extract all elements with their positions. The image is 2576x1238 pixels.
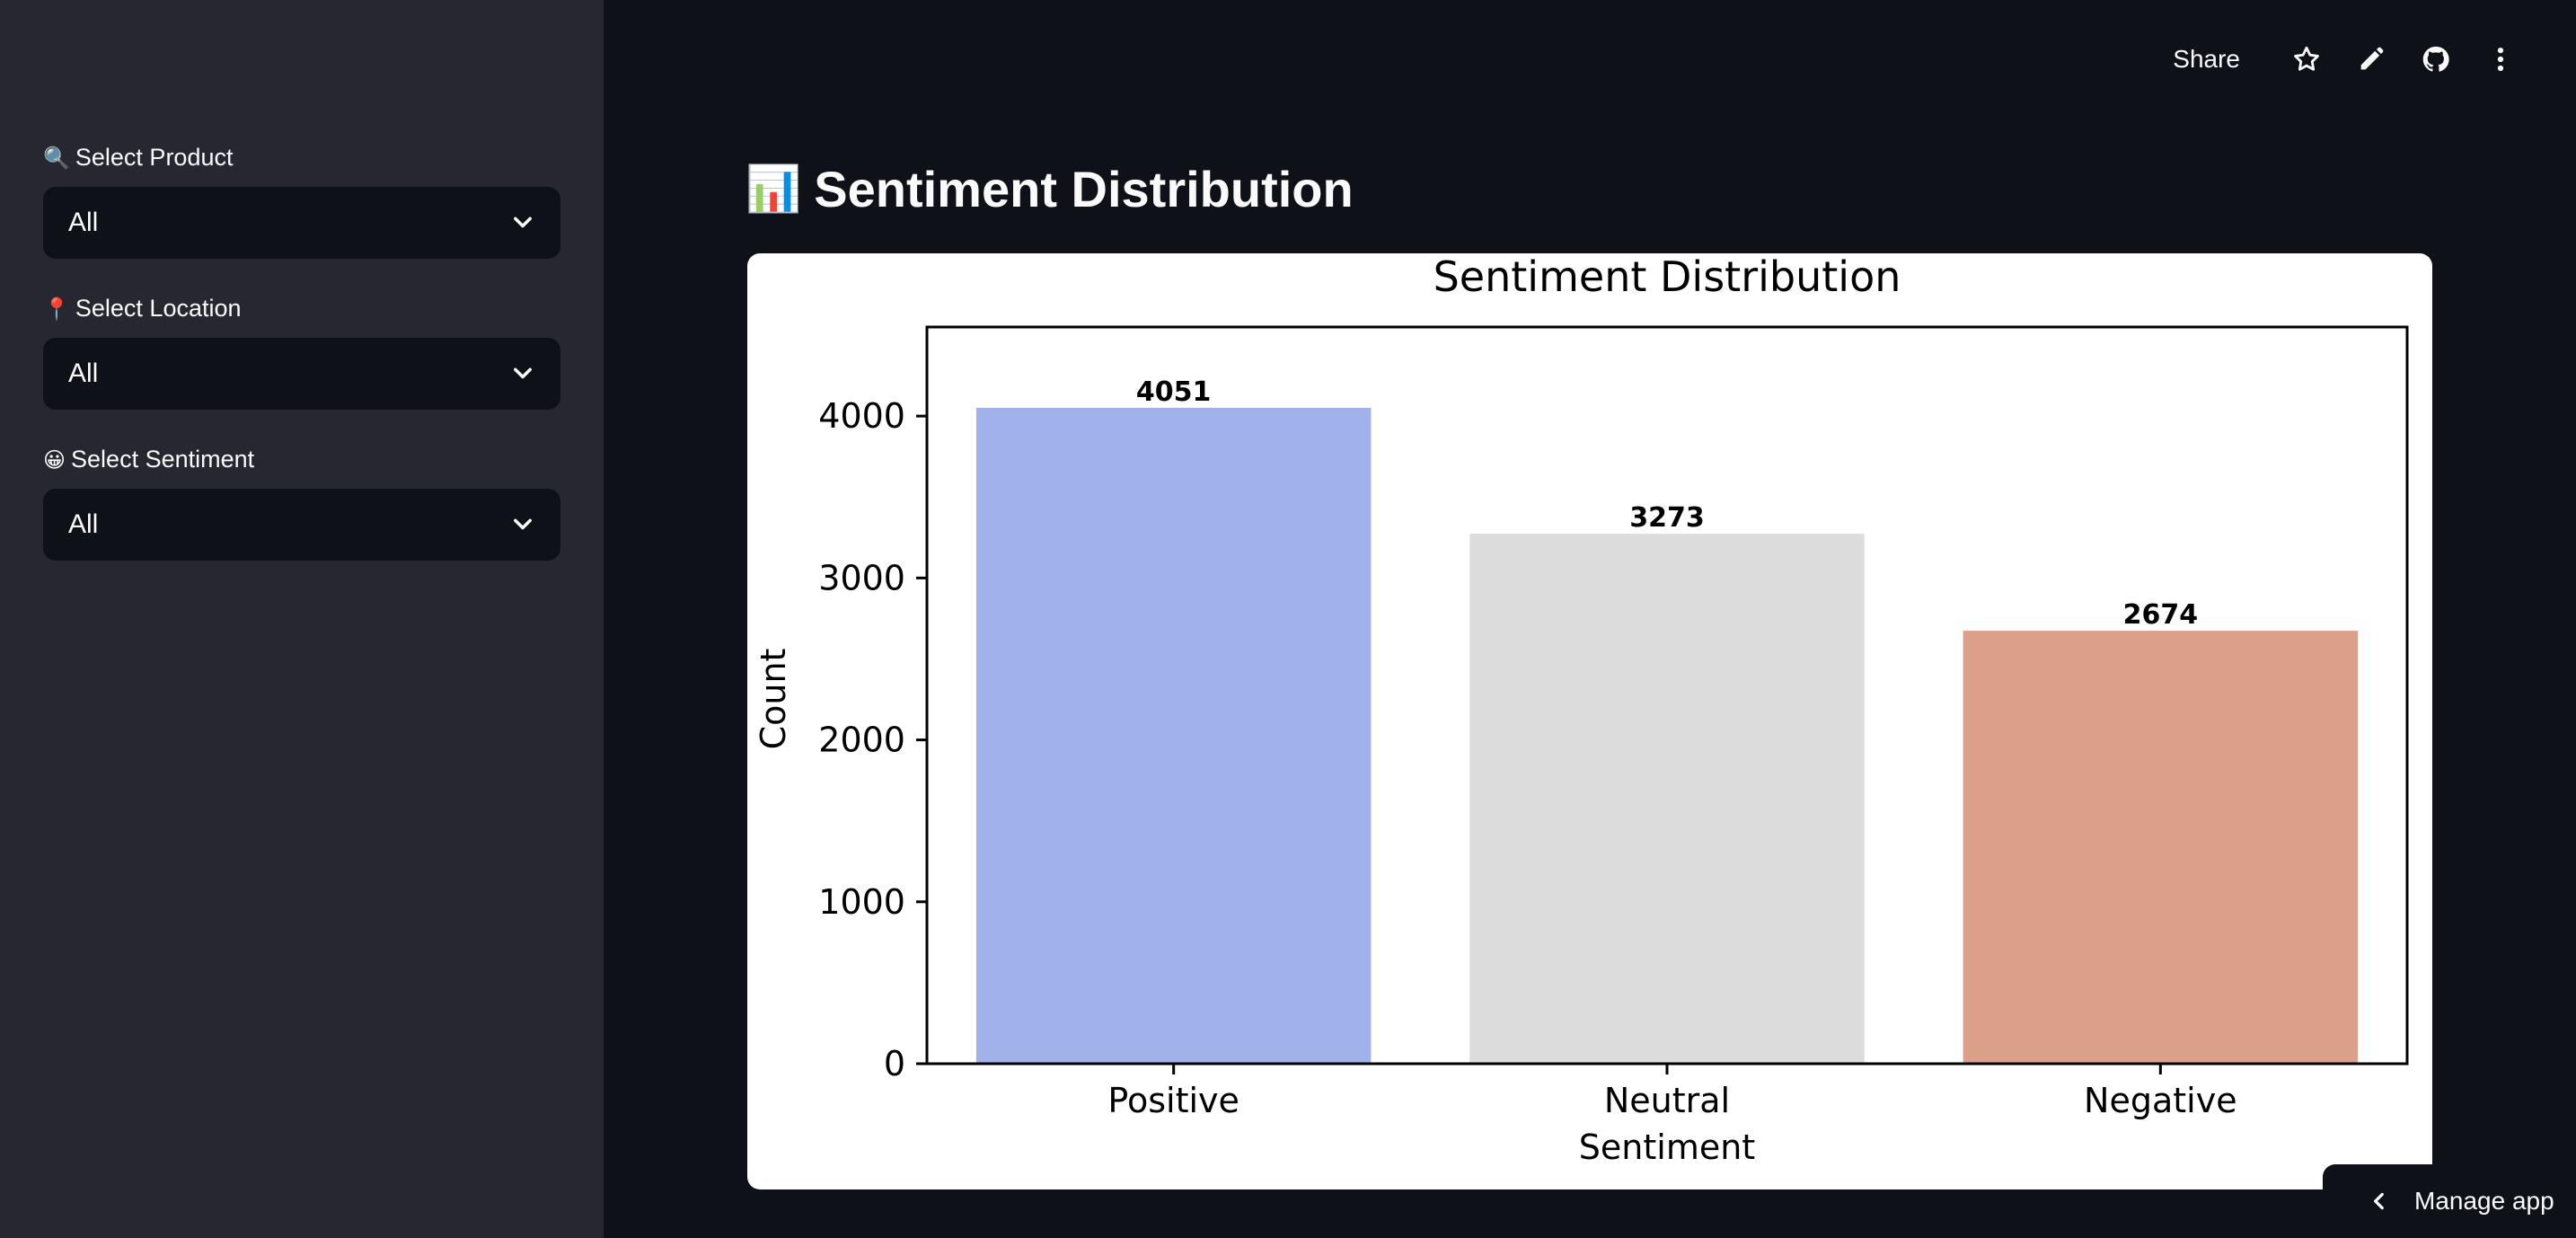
chart-title: Sentiment Distribution: [1434, 253, 1901, 301]
bar-positive: [975, 407, 1372, 1064]
bar-neutral: [1469, 534, 1865, 1064]
chevron-down-icon: [514, 217, 532, 228]
manage-app-label: Manage app: [2414, 1187, 2554, 1215]
y-tick-label: 0: [884, 1044, 905, 1083]
github-icon: [2422, 46, 2449, 72]
smiley-icon: 😀: [43, 447, 66, 473]
app-toolbar: Share: [2173, 31, 2533, 88]
bars-group: 4051 3273 2674: [975, 376, 2359, 1064]
chevron-down-icon: [514, 367, 532, 379]
x-tick-label-neutral: Neutral: [1604, 1081, 1730, 1120]
bar-chart: Sentiment Distribution Count Sentiment 4…: [754, 253, 2409, 1167]
select-location-label: 📍 Select Location: [43, 295, 242, 323]
star-icon: [2294, 46, 2319, 71]
y-tick-label: 2000: [818, 721, 905, 760]
select-sentiment-label: 😀 Select Sentiment: [43, 446, 254, 473]
more-vertical-icon: [2497, 47, 2504, 72]
share-button[interactable]: Share: [2173, 45, 2240, 73]
y-tick-label: 1000: [818, 882, 905, 922]
page-title: 📊 Sentiment Distribution: [745, 160, 1354, 218]
github-button[interactable]: [2404, 44, 2468, 75]
y-tick-label: 3000: [818, 558, 905, 597]
data-label-neutral: 3273: [1629, 502, 1705, 534]
chevron-down-icon: [514, 518, 532, 530]
select-product-value: All: [68, 208, 99, 237]
select-product-label: 🔍 Select Product: [43, 144, 233, 172]
select-sentiment-label-text: Select Sentiment: [71, 446, 255, 473]
pencil-icon: [2360, 47, 2384, 70]
magnifier-icon: 🔍: [43, 145, 70, 171]
y-axis-label: Count: [754, 649, 793, 750]
select-location-dropdown[interactable]: All: [43, 338, 560, 410]
plot-frame: [925, 325, 2409, 1066]
data-label-positive: 4051: [1136, 376, 1212, 408]
x-ticks-group: Positive Neutral Negative: [1107, 1064, 2237, 1120]
chevron-left-icon: [2374, 1192, 2384, 1210]
x-tick-label-negative: Negative: [2084, 1081, 2237, 1120]
sidebar: 🔍 Select Product All 📍 Select Location A…: [0, 0, 604, 1238]
select-product-dropdown[interactable]: All: [43, 187, 560, 259]
manage-app-button[interactable]: Manage app: [2323, 1164, 2576, 1238]
y-tick-label: 4000: [818, 396, 905, 436]
pin-icon: 📍: [43, 296, 70, 322]
edit-button[interactable]: [2339, 44, 2404, 75]
star-button[interactable]: [2274, 44, 2339, 75]
x-axis-label: Sentiment: [1579, 1127, 1755, 1167]
chart-card: Sentiment Distribution Count Sentiment 4…: [747, 253, 2432, 1189]
bar-chart-icon: 📊: [745, 163, 802, 215]
data-label-negative: 2674: [2123, 599, 2199, 631]
select-product-label-text: Select Product: [75, 144, 234, 171]
main-menu-button[interactable]: [2468, 44, 2533, 75]
select-location-value: All: [68, 358, 99, 388]
bar-negative: [1963, 631, 2359, 1064]
y-ticks-group: 0 1000 2000 3000 4000: [818, 396, 927, 1083]
page-title-text: Sentiment Distribution: [814, 161, 1354, 217]
select-location-label-text: Select Location: [75, 295, 242, 322]
select-sentiment-dropdown[interactable]: All: [43, 489, 560, 561]
x-tick-label-positive: Positive: [1107, 1081, 1239, 1120]
select-sentiment-value: All: [68, 509, 99, 539]
